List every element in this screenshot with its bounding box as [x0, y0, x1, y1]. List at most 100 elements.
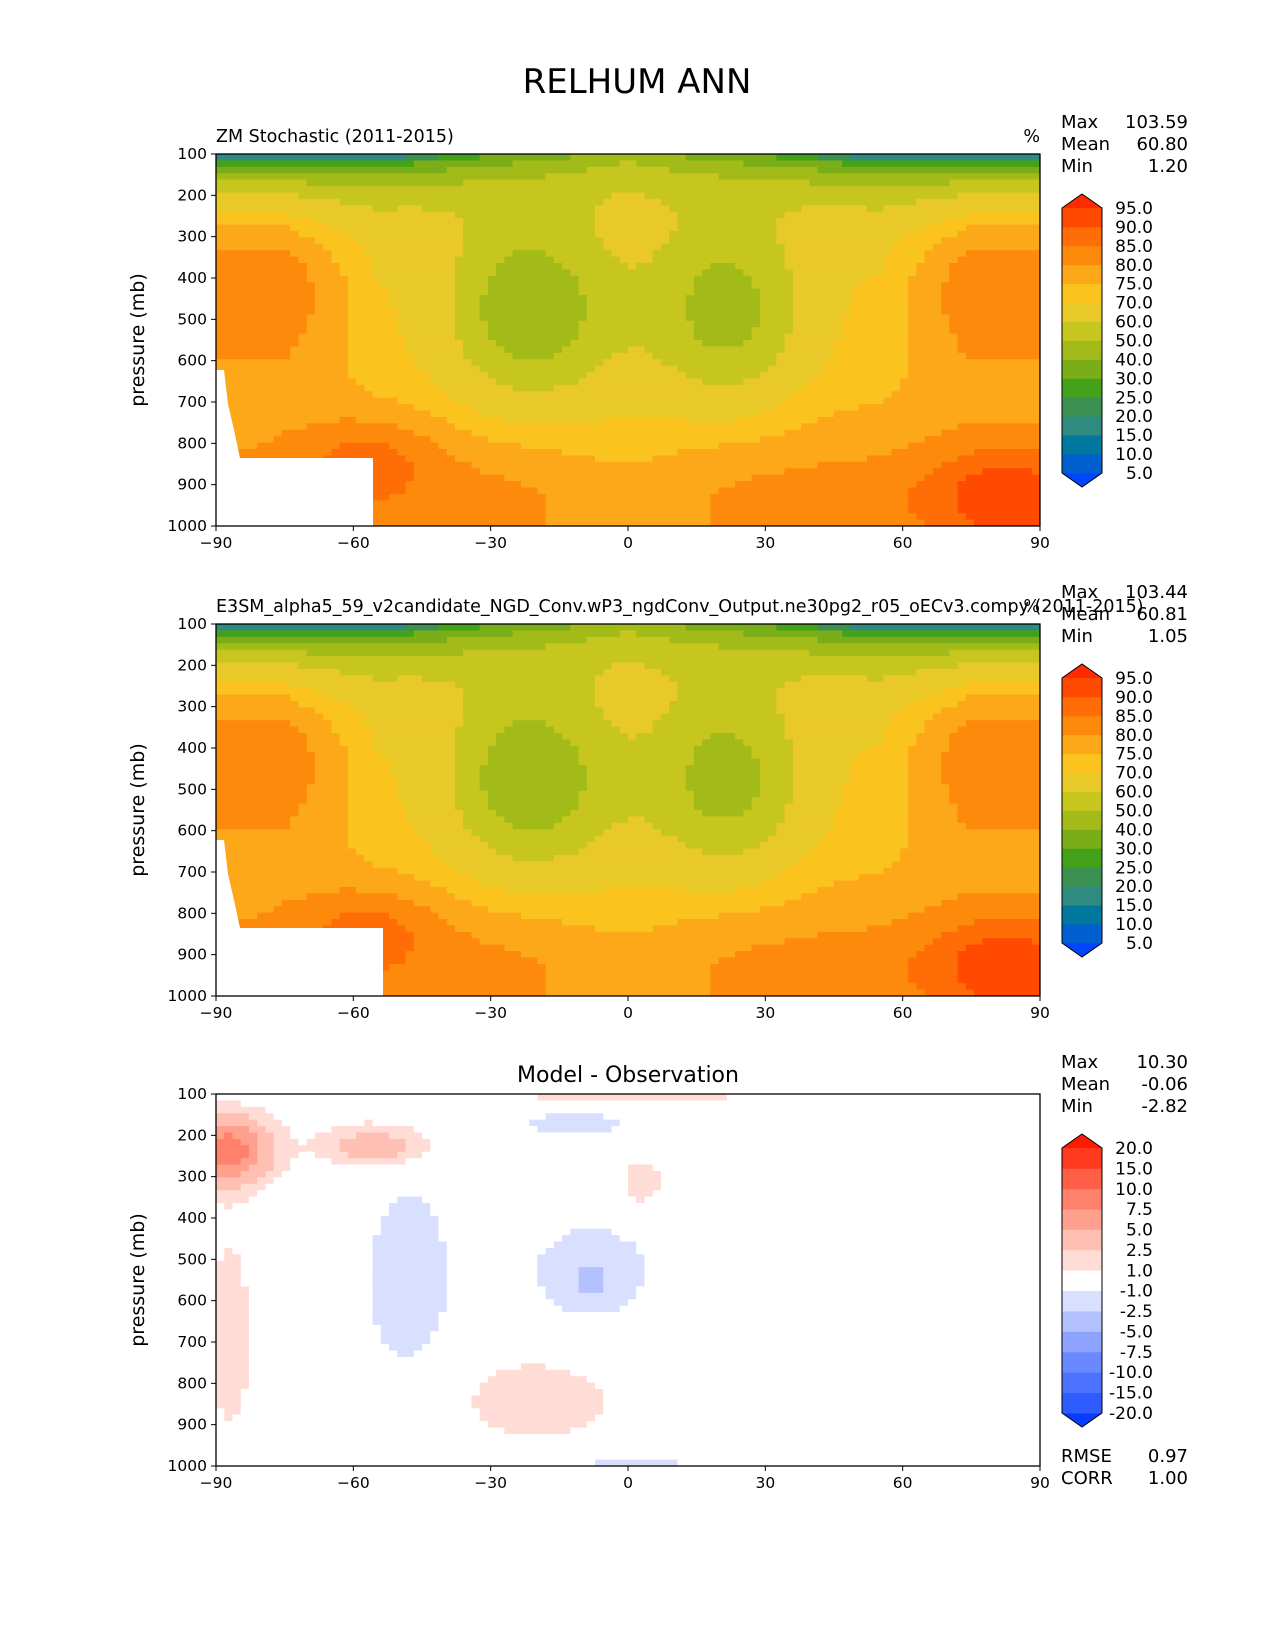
contour-cell: [685, 777, 761, 785]
stat-min-label: Min: [1061, 1096, 1093, 1117]
contour-cell: [339, 668, 604, 676]
contour-cell: [957, 333, 1040, 341]
colorbar-swatch: [1062, 1249, 1102, 1271]
contour-cell: [578, 758, 695, 766]
contour-cell: [430, 1209, 1040, 1217]
contour-cell: [718, 957, 909, 965]
contour-cell: [932, 468, 983, 476]
contour-cell: [586, 771, 687, 779]
contour-cell: [603, 1273, 646, 1281]
contour-cell: [570, 154, 687, 162]
contour-cell: [389, 288, 456, 296]
contour-cell: [240, 1138, 258, 1146]
contour-cell: [216, 1369, 250, 1377]
contour-cell: [776, 230, 909, 238]
contour-cell: [306, 893, 398, 901]
contour-cell: [644, 1267, 1040, 1275]
contour-cell: [314, 688, 464, 696]
contour-cell: [372, 739, 456, 747]
contour-cell: [941, 282, 1040, 290]
contour-cell: [430, 1331, 1040, 1339]
contour-cell: [743, 630, 843, 638]
contour-cell: [405, 1145, 431, 1153]
contour-cell: [216, 797, 308, 805]
contour-cell: [454, 790, 489, 798]
contour-cell: [908, 307, 942, 315]
contour-cell: [216, 397, 398, 405]
contour-cell: [438, 1215, 1040, 1223]
colorbar-tick-label: -20.0: [1109, 1404, 1153, 1424]
contour-cell: [603, 237, 670, 245]
contour-cell: [216, 1164, 250, 1172]
contour-cell: [216, 1145, 250, 1153]
contour-cell: [759, 880, 835, 888]
contour-cell: [216, 816, 291, 824]
contour-cell: [446, 1241, 555, 1249]
contour-cell: [248, 1331, 382, 1339]
contour-cell: [693, 803, 753, 811]
colorbar-tick-label: 40.0: [1115, 820, 1153, 840]
contour-cell: [306, 790, 349, 798]
contour-cell: [603, 198, 662, 206]
contour-cell: [949, 320, 1040, 328]
contour-cell: [405, 624, 440, 632]
contour-cell: [817, 461, 942, 469]
contour-cell: [216, 384, 365, 392]
contour-cell: [710, 513, 917, 521]
contour-cell: [693, 275, 753, 283]
contour-cell: [216, 346, 291, 354]
contour-cell: [784, 256, 885, 264]
contour-cell: [216, 205, 374, 213]
contour-cell: [899, 237, 942, 245]
contour-cell: [965, 352, 1040, 360]
contour-cell: [479, 1382, 596, 1390]
contour-cell: [372, 1119, 530, 1127]
colorbar-tick-label: 10.0: [1115, 915, 1153, 935]
contour-cell: [545, 1292, 637, 1300]
contour-cell: [339, 269, 374, 277]
contour-cell: [504, 474, 753, 482]
contour-cell: [306, 269, 341, 277]
contour-cell: [454, 320, 489, 328]
contour-cell: [405, 481, 522, 489]
contour-cell: [850, 154, 1040, 162]
contour-cell: [512, 854, 555, 862]
colorbar-swatch: [1062, 340, 1102, 360]
contour-cell: [413, 899, 473, 907]
y-tick-label: 1000: [168, 517, 207, 535]
contour-cell: [570, 1427, 1040, 1435]
contour-cell: [422, 1196, 637, 1204]
contour-cell: [446, 1254, 538, 1262]
contour-cell: [891, 449, 975, 457]
contour-cell: [776, 404, 860, 412]
contour-cell: [339, 442, 390, 450]
contour-cell: [314, 282, 349, 290]
stat-min-value: -2.82: [1141, 1096, 1188, 1117]
contour-cell: [290, 694, 332, 702]
contour-cell: [545, 970, 711, 978]
contour-cell: [314, 301, 349, 309]
contour-cell: [216, 513, 547, 521]
contour-cell: [216, 1151, 250, 1159]
contour-cell: [916, 263, 950, 271]
contour-cell: [636, 1196, 646, 1204]
contour-cell: [677, 218, 777, 226]
contour-cell: [397, 777, 456, 785]
y-tick-label: 700: [177, 393, 207, 411]
contour-cell: [792, 784, 843, 792]
contour-cell: [595, 1382, 1040, 1390]
contour-cell: [866, 925, 959, 933]
colorbar-extend-min: [1062, 473, 1102, 487]
contour-cell: [570, 810, 703, 818]
x-tick-label: 30: [755, 534, 775, 552]
contour-cell: [216, 320, 308, 328]
contour-cell: [479, 1408, 604, 1416]
contour-cell: [957, 192, 1040, 200]
contour-cell: [463, 237, 604, 245]
contour-cell: [858, 282, 909, 290]
contour-cell: [216, 314, 308, 322]
y-tick-label: 200: [177, 1126, 207, 1144]
contour-cell: [652, 256, 786, 264]
contour-cell: [595, 218, 679, 226]
